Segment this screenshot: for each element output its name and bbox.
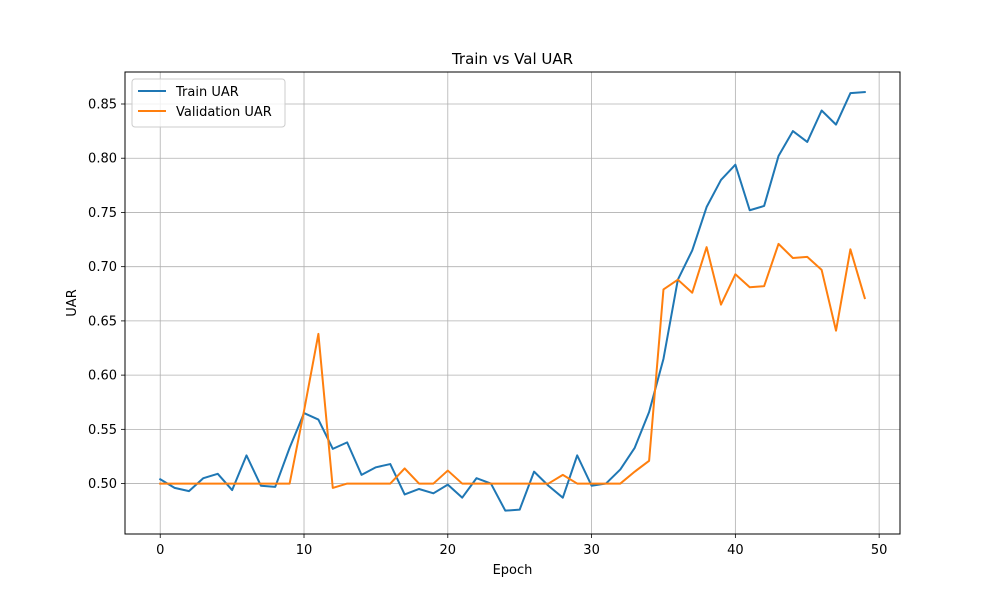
legend-label-train: Train UAR [175, 85, 239, 100]
y-tick-label: 0.65 [88, 314, 117, 329]
y-tick-label: 0.60 [88, 369, 117, 384]
legend-label-validation: Validation UAR [176, 105, 272, 120]
y-tick-label: 0.85 [88, 97, 117, 112]
y-tick-label: 0.80 [88, 152, 117, 167]
x-axis-label: Epoch [493, 563, 533, 578]
y-tick-label: 0.75 [88, 206, 117, 221]
y-tick-label: 0.55 [88, 423, 117, 438]
series-line-train [158, 90, 866, 512]
series-layer [158, 90, 867, 512]
x-tick-label: 0 [156, 543, 164, 558]
x-tick-label: 50 [871, 543, 888, 558]
x-tick-label: 40 [727, 543, 744, 558]
x-axis: 0 10 20 30 40 50 [156, 534, 887, 558]
x-tick-label: 10 [296, 543, 313, 558]
plot-frame [124, 71, 901, 535]
y-tick-label: 0.50 [88, 477, 117, 492]
y-axis: 0.50 0.55 0.60 0.65 0.70 0.75 0.80 0.85 [88, 97, 125, 492]
legend: Train UAR Validation UAR [131, 78, 286, 128]
x-tick-label: 20 [440, 543, 457, 558]
chart-title: Train vs Val UAR [451, 50, 573, 68]
x-tick-label: 30 [583, 543, 600, 558]
y-axis-label: UAR [65, 289, 80, 316]
legend-box [131, 78, 286, 128]
y-tick-label: 0.70 [88, 260, 117, 275]
series-line-validation [159, 242, 867, 489]
